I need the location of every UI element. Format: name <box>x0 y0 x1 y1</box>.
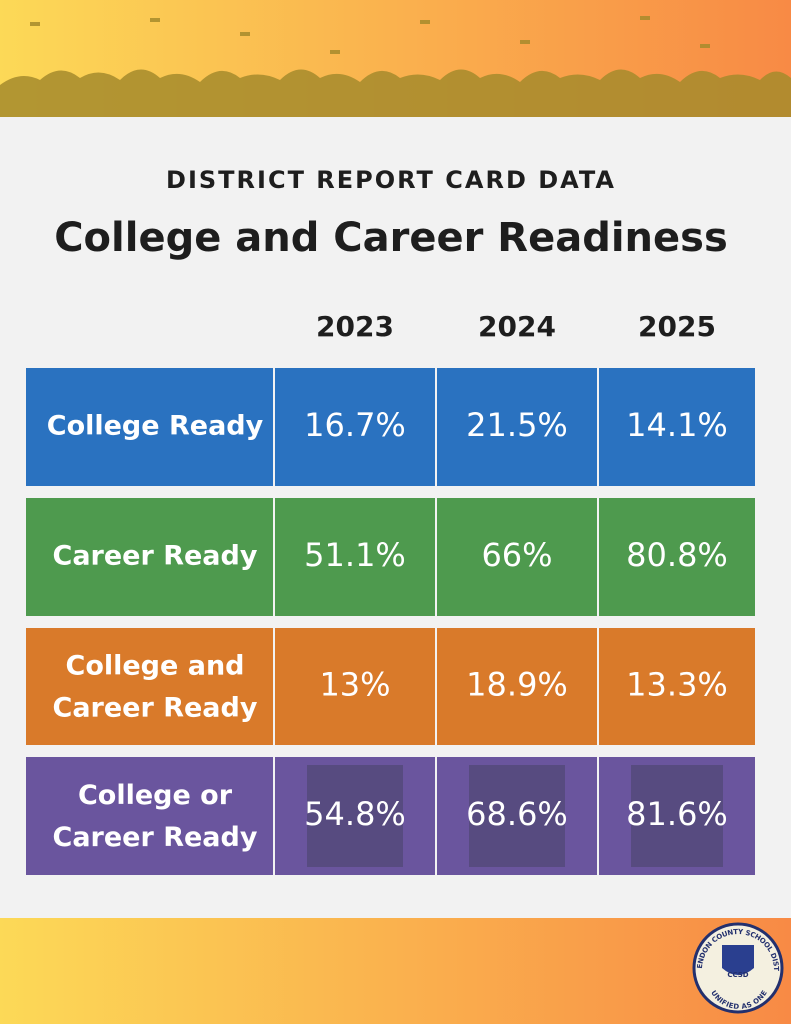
row-label-cell <box>26 757 273 875</box>
column-header: 2025 <box>638 310 716 343</box>
kicker: DISTRICT REPORT CARD DATA <box>166 166 616 194</box>
column-header: 2024 <box>478 310 556 343</box>
bottom-banner <box>0 918 791 1024</box>
row-label: College or Career Ready <box>53 780 258 853</box>
value-cell-inner <box>631 765 723 867</box>
row-label-cell <box>26 368 273 486</box>
value: 68.6% <box>466 795 568 833</box>
value: 54.8% <box>304 795 406 833</box>
row-label-line: College and <box>66 650 245 681</box>
title: College and Career Readiness <box>54 215 728 261</box>
value: 16.7% <box>304 406 406 444</box>
value-cell <box>437 498 597 616</box>
value-cell <box>437 368 597 486</box>
value-cell <box>599 368 755 486</box>
value: 80.8% <box>626 536 728 574</box>
value: 13.3% <box>626 666 728 704</box>
value: 14.1% <box>626 406 728 444</box>
value: 13% <box>319 666 390 704</box>
logo-initials: CCSD <box>727 971 748 979</box>
value: 81.6% <box>626 795 728 833</box>
value-cell <box>599 628 755 745</box>
row-label-line: College or <box>78 780 233 811</box>
row-label: College Ready <box>47 411 264 442</box>
row-label-line: Career Ready <box>53 692 258 723</box>
value-cell <box>275 368 435 486</box>
value-cell-inner <box>469 765 565 867</box>
crowd-silhouette <box>0 16 791 117</box>
value: 66% <box>481 536 552 574</box>
table: 2023 2024 2025 College Ready 16.7% 21.5% 14.1%… <box>26 310 755 875</box>
value-cell-inner <box>307 765 403 867</box>
row-label-cell <box>26 498 273 616</box>
value-cell <box>437 628 597 745</box>
value: 51.1% <box>304 536 406 574</box>
column-header: 2023 <box>316 310 394 343</box>
row-label-line: Career Ready <box>53 822 258 853</box>
row-label-cell <box>26 628 273 745</box>
value-cell <box>275 628 435 745</box>
logo-shield <box>722 945 754 975</box>
value-cell <box>599 498 755 616</box>
value-cell <box>275 498 435 616</box>
row-label: Career Ready <box>53 541 258 572</box>
value: 21.5% <box>466 406 568 444</box>
value: 18.9% <box>466 666 568 704</box>
row-label: College and Career Ready <box>53 650 258 723</box>
